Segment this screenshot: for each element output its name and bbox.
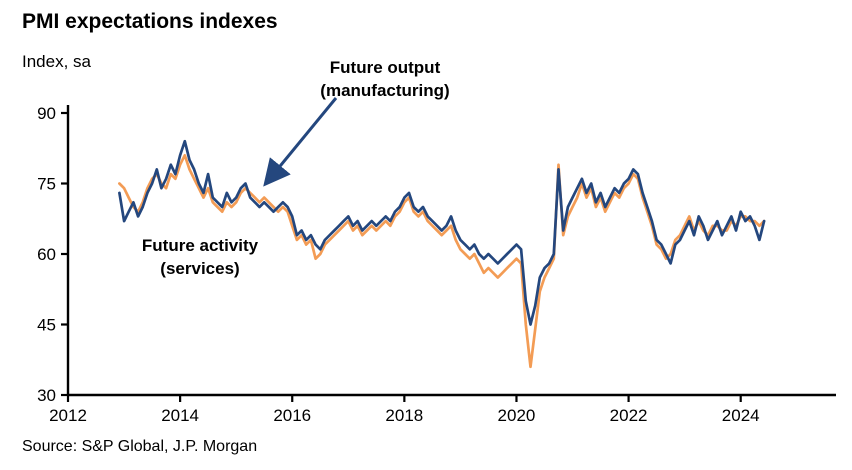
annotation-arrow [263,97,338,187]
axis-unit-label: Index, sa [22,52,91,71]
y-tick-label: 60 [37,245,56,264]
annotation-mfg-line1: Future output [329,58,441,77]
x-tick-label: 2014 [161,406,199,425]
annotation-svc-line1: Future activity [141,236,259,255]
annotation-mfg-line2: (manufacturing) [320,81,450,100]
series-line-manufacturing [118,139,766,326]
y-tick-label: 45 [37,315,56,334]
annotation-future-output-manufacturing: Future output (manufacturing) [265,56,505,102]
chart-title: PMI expectations indexes [22,10,278,33]
source-note: Source: S&P Global, J.P. Morgan [22,438,258,455]
x-tick-label: 2020 [498,406,536,425]
y-tick-label: 90 [37,104,56,123]
x-tick-label: 2018 [385,406,423,425]
y-tick-label: 30 [37,386,56,405]
axes-layer: 30 45 60 75 90 2012 2014 2016 2018 2020 2022 2024 [37,104,836,425]
x-tick-label: 2012 [49,406,87,425]
series-layer [118,139,766,369]
y-tick-label: 75 [37,174,56,193]
annotation-future-activity-services: Future activity (services) [95,234,305,280]
x-tick-label: 2016 [273,406,311,425]
x-tick-label: 2024 [722,406,760,425]
x-tick-label: 2022 [610,406,648,425]
annotation-svc-line2: (services) [160,259,240,278]
series-line-services [118,153,766,369]
